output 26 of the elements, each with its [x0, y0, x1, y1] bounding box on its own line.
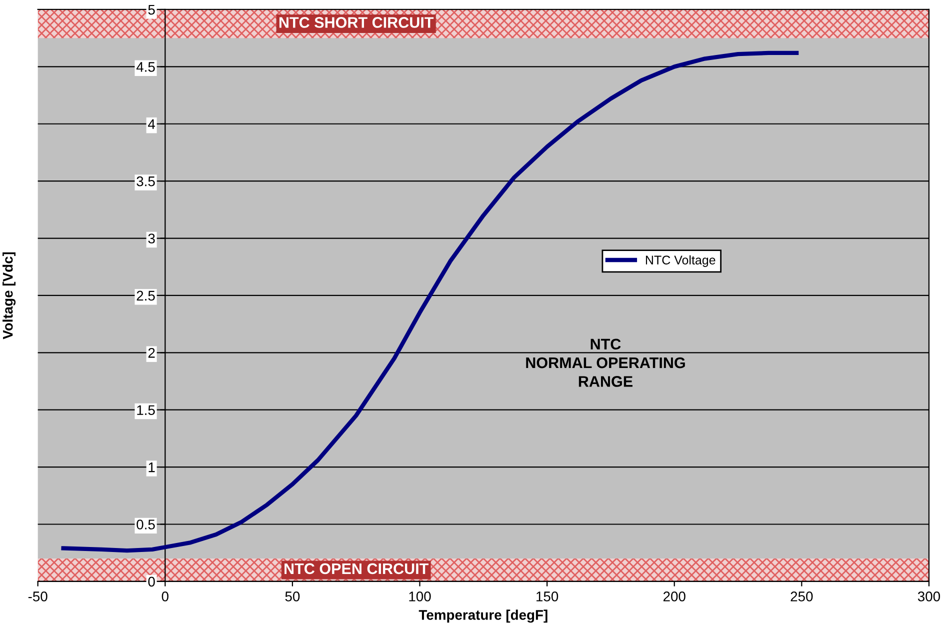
y-tick-label: 2	[148, 348, 155, 358]
y-tick-label: 3.5	[136, 176, 155, 186]
y-tick-label: 0.5	[136, 520, 155, 530]
y-tick-label: 4.5	[136, 62, 155, 72]
x-tick-label: 200	[663, 592, 686, 602]
x-axis-title: Temperature [degF]	[418, 610, 548, 623]
y-tick-label: 1.5	[137, 405, 155, 416]
x-tick-label: 100	[409, 592, 431, 602]
y-tick-label: 5	[148, 4, 155, 15]
x-tick-label: 150	[536, 592, 558, 602]
y-tick-label: 4	[148, 119, 156, 129]
band-label: NTC OPEN CIRCUIT	[284, 563, 429, 574]
band-label: NTC SHORT CIRCUIT	[279, 17, 434, 28]
y-tick-label: 2.5	[136, 290, 155, 301]
legend-label: NTC Voltage	[646, 255, 716, 267]
x-tick-label: -50	[28, 592, 48, 602]
x-tick-label: 0	[162, 592, 168, 602]
x-tick-label: 50	[285, 592, 300, 602]
x-tick-label: 250	[790, 592, 813, 602]
y-axis-title: Voltage [Vdc]	[2, 252, 16, 340]
y-tick-label: 3	[148, 234, 155, 244]
x-tick-label: 300	[918, 592, 940, 602]
line-series	[61, 50, 799, 553]
y-tick-label: 1	[148, 462, 155, 472]
y-tick-label: 0	[148, 576, 155, 587]
annotation: NTC NORMAL OPERATING RANGE	[526, 338, 685, 387]
